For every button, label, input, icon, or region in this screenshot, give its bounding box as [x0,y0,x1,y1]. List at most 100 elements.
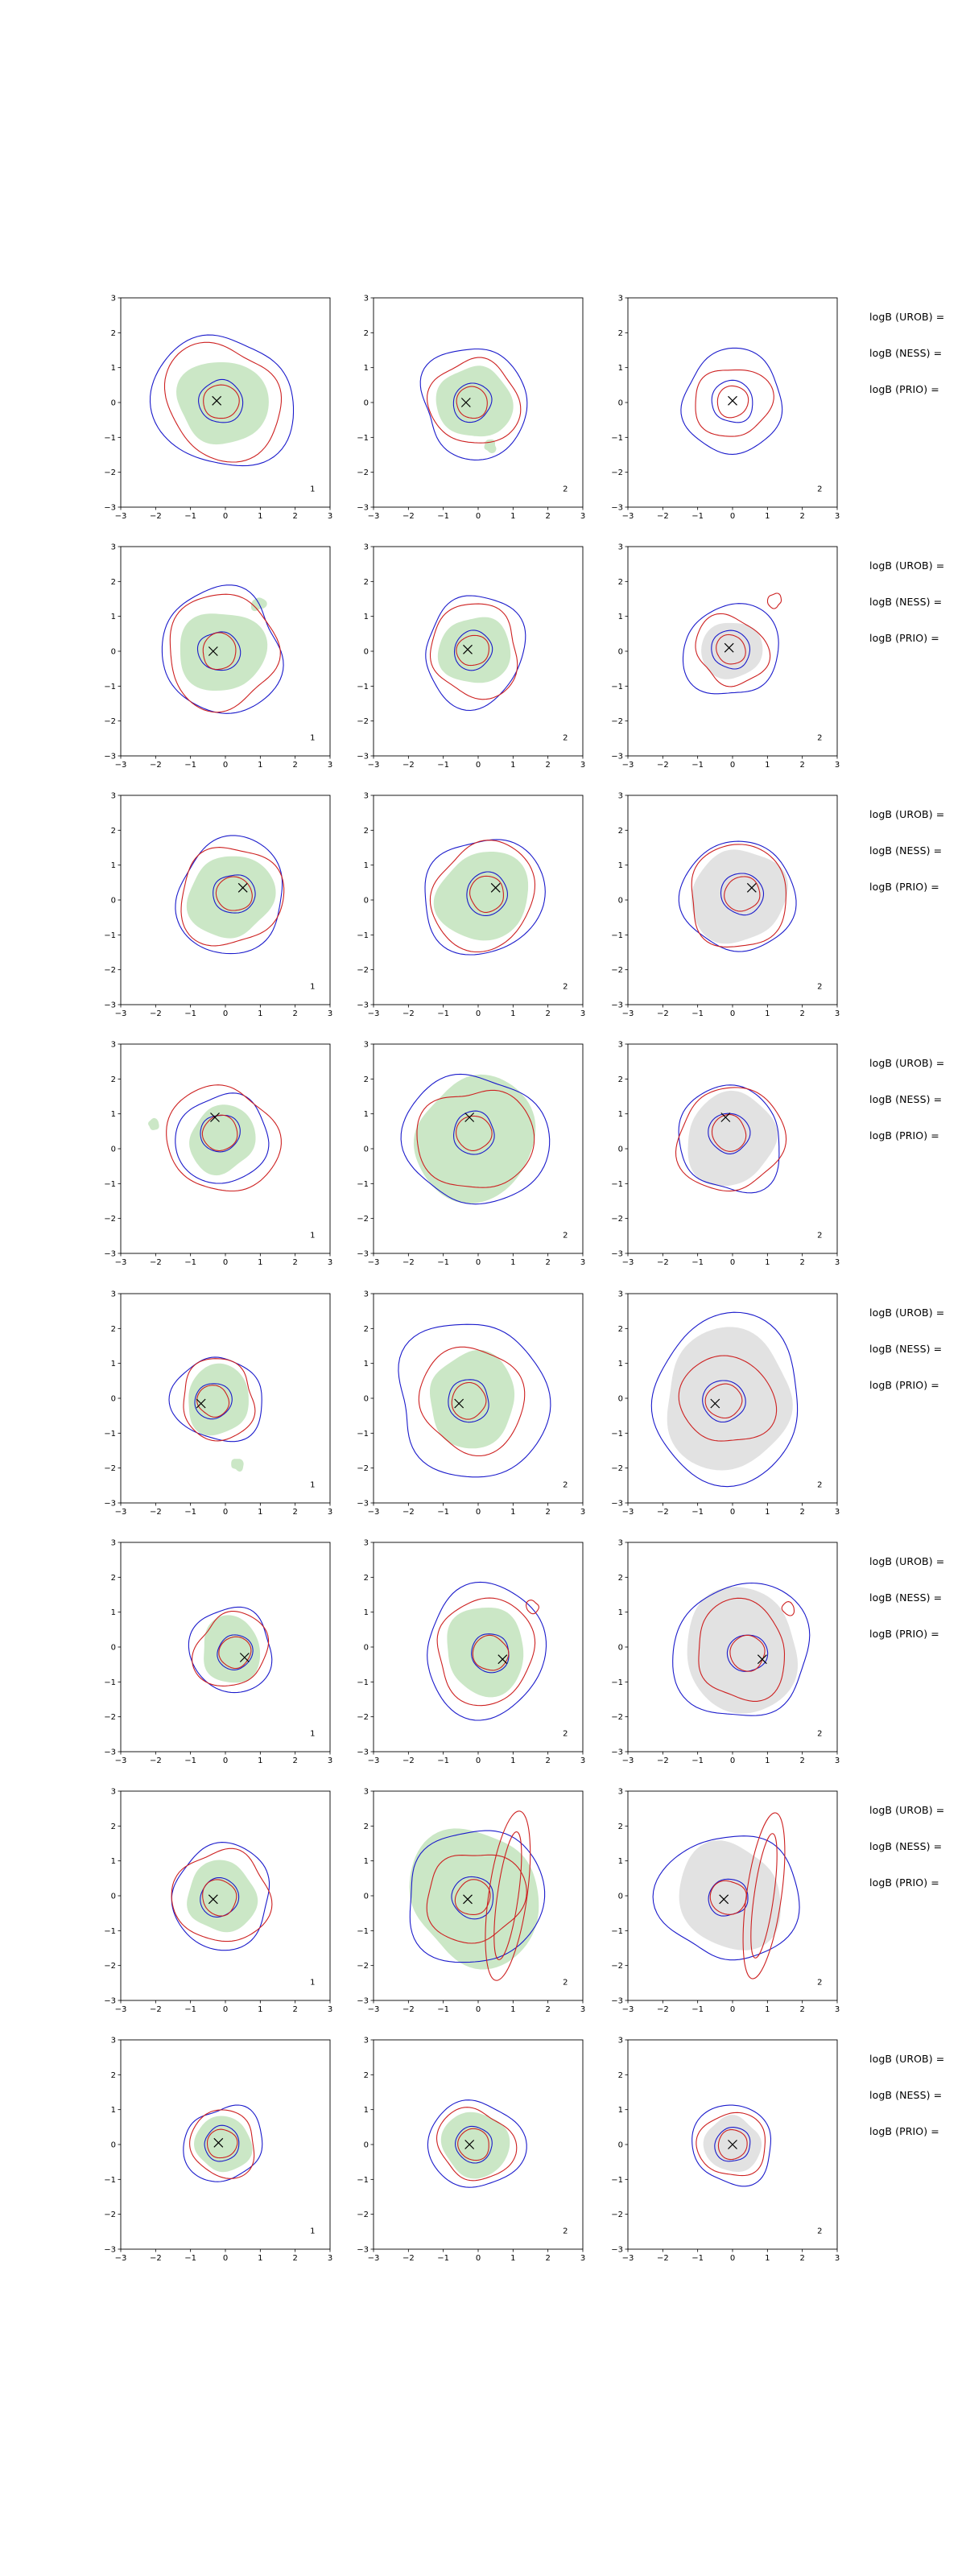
corner-label: 2 [563,485,568,494]
y-tick-label: 3 [111,1290,116,1299]
y-tick-label: −1 [611,683,623,691]
x-tick-label: 2 [292,1009,297,1018]
red-outer-contour [436,2107,518,2182]
y-tick-label: 3 [364,1290,369,1299]
truth-marker [208,646,218,656]
x-tick-label: −3 [368,1508,380,1517]
y-tick-label: −2 [357,2211,369,2219]
subplot-r3c2: 2 −3−3 −2 −2 −1 −1 0 0 1 1 2 2 3 3 [357,792,585,1019]
truth-marker [213,2137,224,2148]
x-tick-label: 3 [328,1757,332,1765]
y-tick-label: −3 [611,1001,623,1010]
logb-label-ness: logB (NESS) = [869,1343,943,1355]
red-inner-contour [218,1636,252,1670]
y-tick-label: 0 [111,897,116,906]
red-inner-contour [196,1385,230,1418]
y-tick-label: 0 [618,648,623,657]
subplot-r8c2: 2 −3−3 −2 −2 −1 −1 0 0 1 1 2 2 3 3 [357,2037,585,2264]
y-tick-label: 2 [618,329,623,338]
blue-outer-contour [650,1311,799,1488]
y-tick-label: −3 [104,1997,116,2006]
y-tick-label: 3 [618,1539,623,1548]
y-tick-label: −2 [357,1215,369,1224]
corner-label: 2 [563,734,568,743]
truth-marker [210,1113,220,1122]
truth-marker [728,2140,737,2149]
truth-marker [464,1113,475,1122]
y-tick-label: −2 [104,1962,116,1971]
y-tick-label: −2 [104,717,116,726]
blue-outer-contour [427,2099,527,2188]
x-tick-label: 2 [799,512,804,521]
x-tick-label: −1 [691,761,704,770]
y-tick-label: 0 [618,1146,623,1154]
x-tick-label: −2 [657,512,669,521]
y-tick-label: −1 [611,1927,623,1936]
x-tick-label: 1 [258,1508,262,1517]
y-tick-label: 2 [364,1823,369,1831]
y-tick-label: 2 [111,329,116,338]
logb-label-prio: logB (PRIO) = [869,383,939,395]
truth-marker [719,1894,729,1905]
logb-label-ness: logB (NESS) = [869,596,943,608]
corner-label: 1 [310,485,315,494]
y-tick-label: 2 [618,827,623,836]
blue-inner-contour [453,630,493,671]
truth-marker [237,882,248,893]
y-tick-label: 3 [618,543,623,552]
y-tick-label: −2 [611,966,623,975]
y-tick-label: 3 [111,1788,116,1797]
red-outer-contour [695,369,774,437]
red-inner-contour [451,1381,487,1420]
y-tick-label: −2 [611,1215,623,1224]
y-tick-label: −2 [357,1464,369,1473]
x-tick-label: 0 [730,1508,735,1517]
subplot-r1c2: 2 −3−3 −2 −2 −1 −1 0 0 1 1 2 2 3 3 [357,295,585,522]
x-tick-label: 0 [223,1757,228,1765]
truth-marker [490,882,501,893]
fill-region [703,2115,762,2172]
logb-label-ness: logB (NESS) = [869,2089,943,2101]
truth-marker [497,1654,508,1665]
corner-label: 2 [817,2227,822,2236]
y-tick-label: 3 [364,543,369,552]
red-inner-contour [201,1114,238,1152]
red-inner-contour [729,1634,766,1672]
fill-region [180,613,268,691]
x-tick-label: 1 [765,2005,770,2014]
y-tick-label: −1 [357,2176,369,2185]
y-tick-label: −1 [357,1430,369,1439]
corner-label: 1 [310,983,315,992]
x-tick-label: −1 [691,2005,704,2014]
x-tick-label: 1 [258,761,262,770]
y-tick-label: 0 [618,897,623,906]
y-tick-label: 2 [364,1325,369,1334]
corner-label: 1 [310,734,315,743]
y-tick-label: 1 [111,613,116,621]
subplot-r4c1: 1 −3−3 −2 −2 −1 −1 0 0 1 1 2 2 3 3 [104,1041,332,1268]
red-inner-contour [456,386,488,419]
y-tick-label: −3 [104,504,116,513]
subplot-r8c1: 1 −3−3 −2 −2 −1 −1 0 0 1 1 2 2 3 3 [104,2037,332,2264]
red-outer-contour [678,1355,778,1442]
x-tick-label: −2 [657,1258,669,1267]
y-tick-label: 3 [364,1539,369,1548]
corner-label: 2 [817,1730,822,1739]
y-tick-label: 2 [364,2071,369,2080]
x-tick-label: −2 [150,1258,162,1267]
x-tick-label: 3 [580,2254,585,2263]
y-tick-label: 0 [111,1146,116,1154]
y-tick-label: 3 [618,1290,623,1299]
x-tick-label: −2 [402,2005,415,2014]
truth-marker [460,398,471,407]
red-inner-contour [704,1383,743,1419]
y-tick-label: 2 [111,1574,116,1583]
x-tick-label: 0 [730,2005,735,2014]
blue-outer-contour [424,839,546,956]
blue-inner-contour [452,382,493,423]
red-outer-contour [675,1087,787,1192]
x-tick-label: 3 [580,1009,585,1018]
y-tick-label: −1 [104,2176,116,2185]
subplot-r5c1: 1 −3−3 −2 −2 −1 −1 0 0 1 1 2 2 3 3 [104,1290,332,1517]
x-tick-label: 1 [258,512,262,521]
